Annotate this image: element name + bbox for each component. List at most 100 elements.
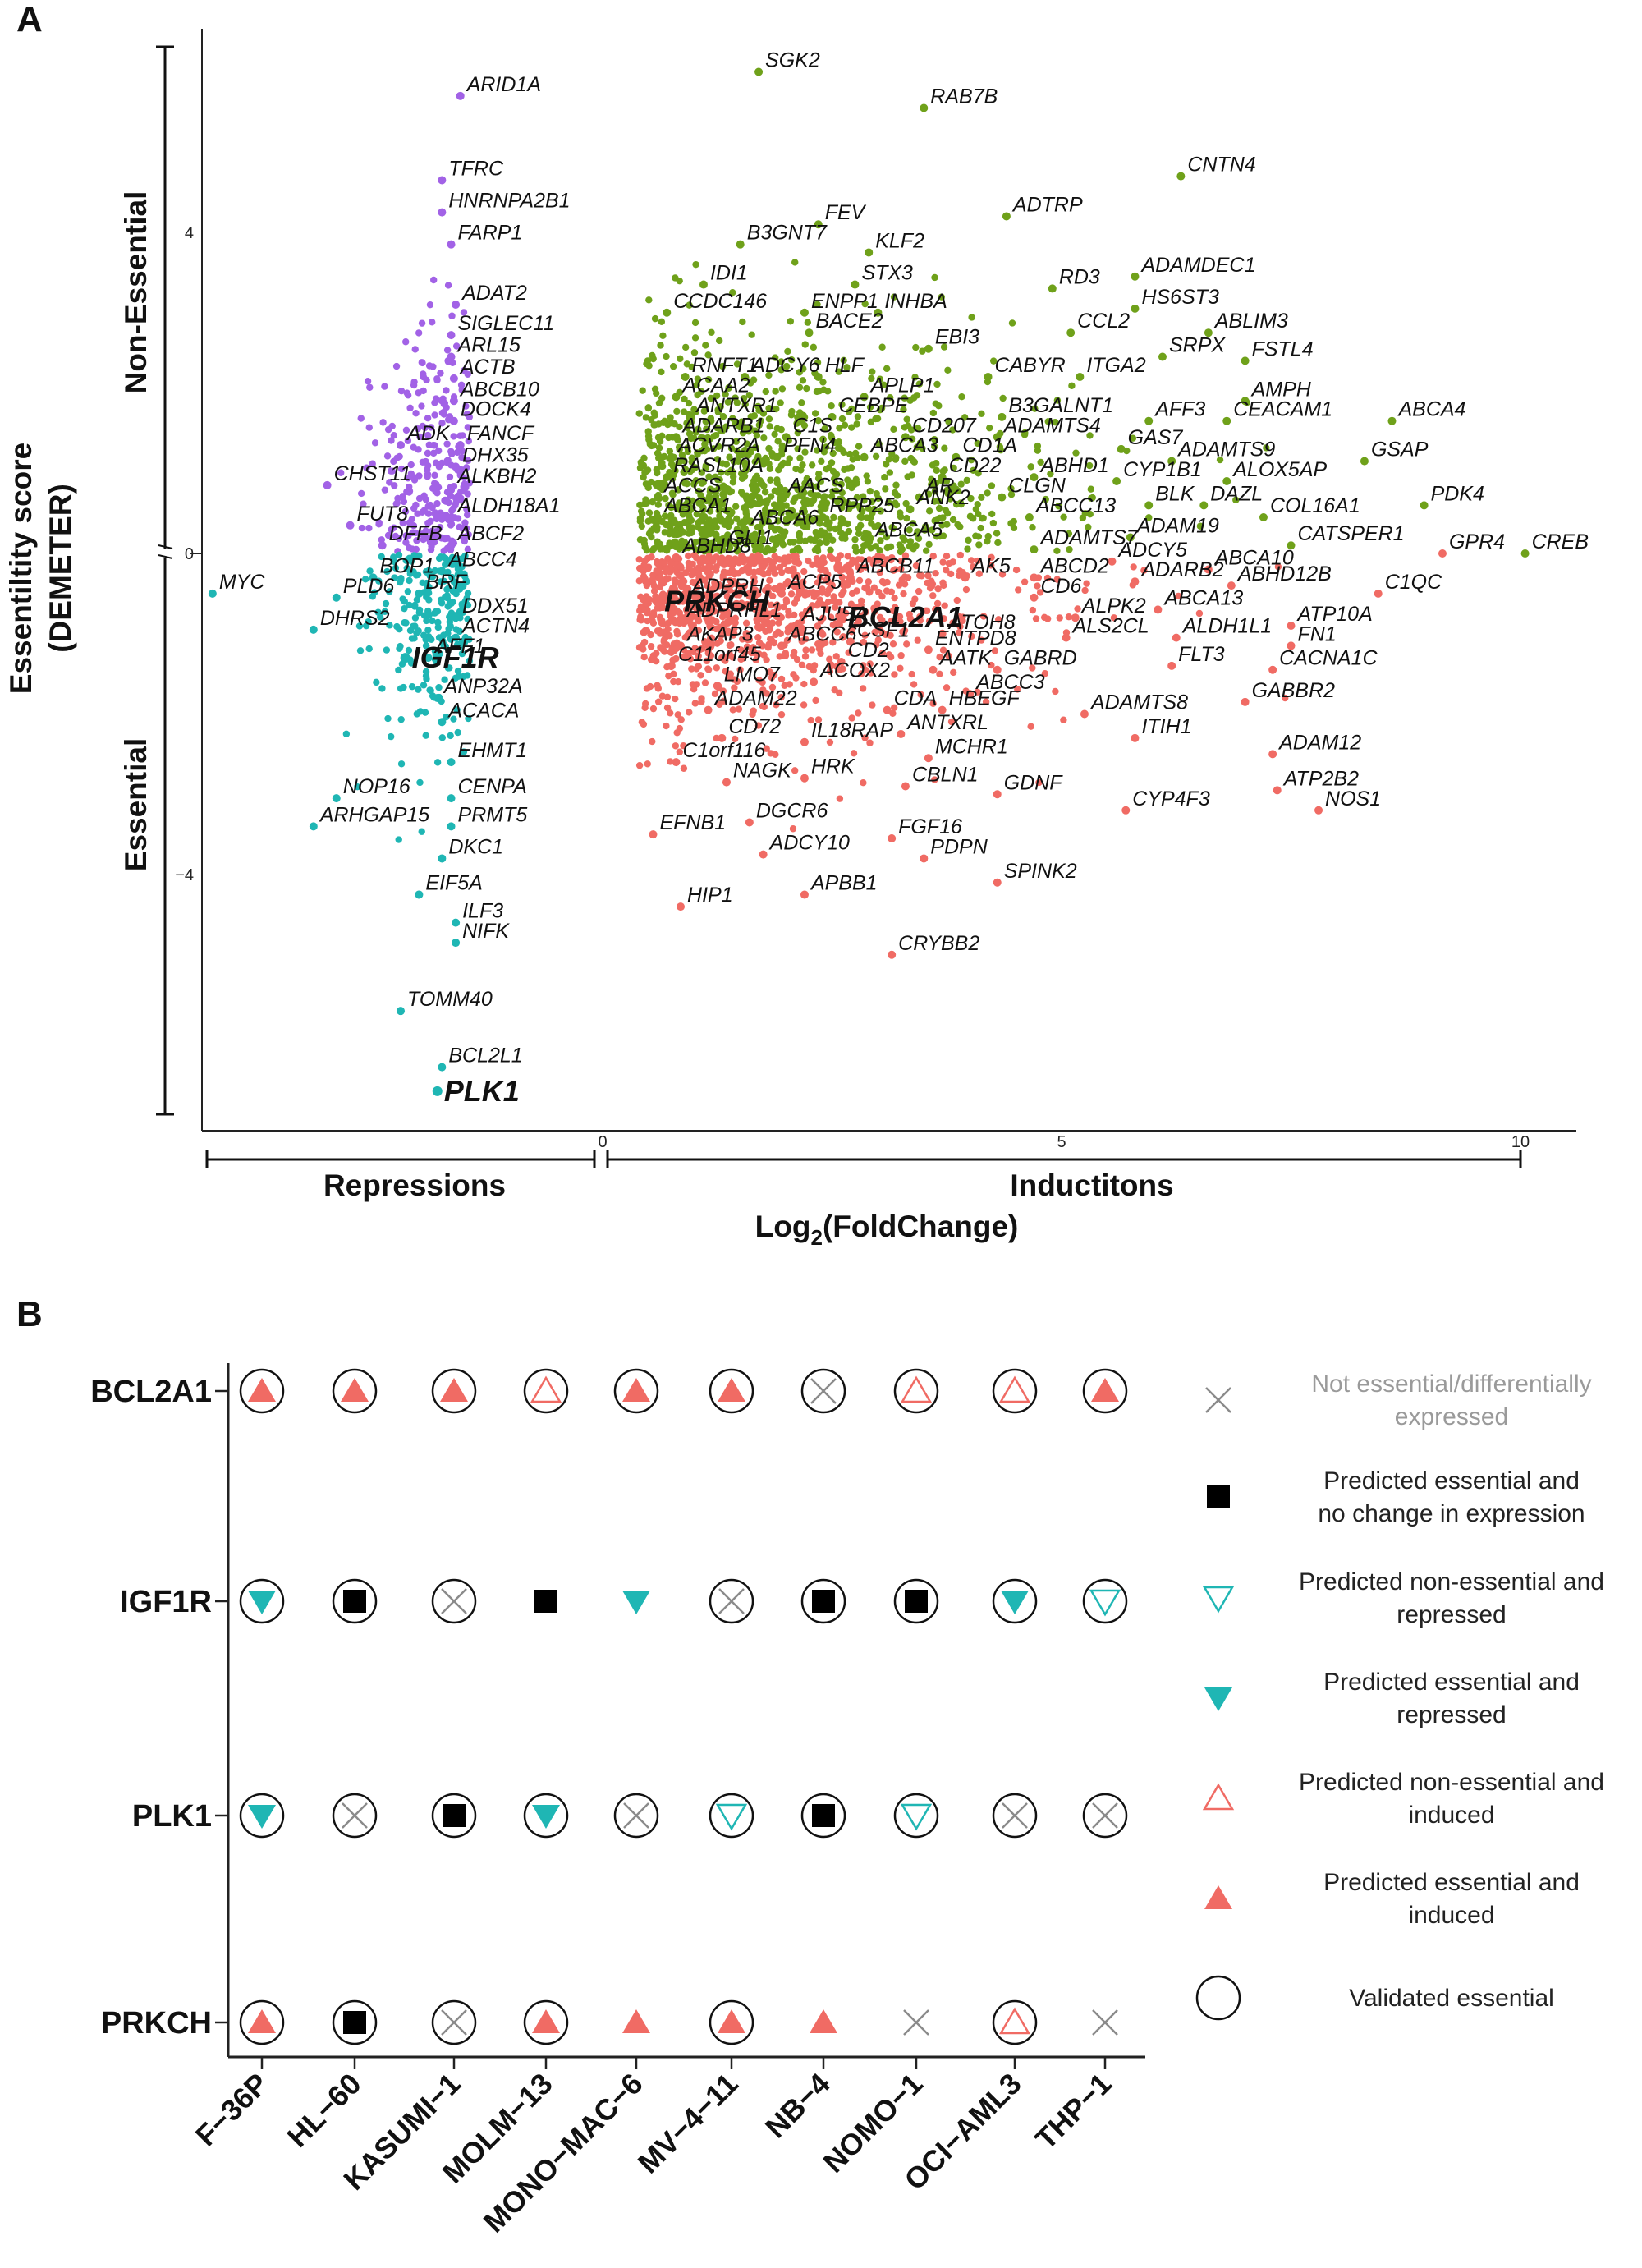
scatter-point xyxy=(733,545,741,553)
gene-point xyxy=(1241,697,1250,706)
gene-point xyxy=(438,1063,447,1072)
scatter-point xyxy=(766,576,773,585)
gene-point xyxy=(433,693,442,702)
scatter-point xyxy=(640,473,647,481)
gene-label: SPINK2 xyxy=(1004,860,1077,883)
scatter-point xyxy=(871,628,878,636)
scatter-point xyxy=(644,617,651,625)
scatter-point xyxy=(749,710,756,719)
scatter-point xyxy=(686,301,693,309)
marker-up-open xyxy=(1202,1783,1235,1811)
scatter-point xyxy=(693,510,700,518)
scatter-point xyxy=(860,638,868,646)
scatter-point xyxy=(968,632,975,640)
scatter-point xyxy=(906,543,914,550)
scatter-point xyxy=(739,429,747,437)
scatter-point xyxy=(785,612,792,619)
scatter-point xyxy=(702,542,710,549)
scatter-point xyxy=(775,619,782,627)
scatter-point xyxy=(765,460,773,468)
scatter-point xyxy=(943,567,950,574)
scatter-point xyxy=(826,655,833,663)
scatter-point xyxy=(801,501,809,508)
scatter-point xyxy=(704,351,712,359)
scatter-point xyxy=(916,613,924,621)
gene-point xyxy=(851,280,860,289)
scatter-point xyxy=(653,481,660,489)
scatter-point xyxy=(713,563,721,571)
scatter-point xyxy=(726,650,733,658)
scatter-point xyxy=(777,506,786,513)
scatter-point xyxy=(931,273,938,282)
scatter-point xyxy=(402,619,410,627)
scatter-point xyxy=(656,438,664,445)
gene-point xyxy=(865,537,874,546)
scatter-point xyxy=(698,469,705,476)
scatter-point xyxy=(1008,319,1016,327)
scatter-point xyxy=(988,562,995,569)
scatter-point xyxy=(1083,580,1090,587)
scatter-point xyxy=(651,314,659,323)
scatter-point xyxy=(1129,434,1137,442)
gene-point xyxy=(1025,513,1034,522)
scatter-point xyxy=(958,393,965,401)
scatter-point xyxy=(796,547,804,554)
scatter-point xyxy=(716,506,724,514)
scatter-point xyxy=(861,584,869,592)
scatter-point xyxy=(821,425,828,433)
scatter-point xyxy=(755,494,763,502)
scatter-point xyxy=(799,485,807,493)
scatter-point xyxy=(1007,491,1016,498)
gene-point xyxy=(438,176,447,185)
scatter-point xyxy=(638,507,645,515)
scatter-point xyxy=(649,576,656,584)
row-gene-label: BCL2A1 xyxy=(90,1375,212,1409)
scatter-point xyxy=(880,381,888,389)
scatter-point xyxy=(717,469,725,476)
gene-point xyxy=(1222,416,1232,425)
gene-label: ALKBH2 xyxy=(456,465,537,488)
gene-label: PFN4 xyxy=(783,434,836,457)
scatter-point xyxy=(794,559,801,567)
scatter-point xyxy=(653,558,661,566)
gene-point xyxy=(1374,589,1383,598)
scatter-point xyxy=(640,461,648,470)
scatter-point xyxy=(415,686,422,693)
scatter-point xyxy=(758,568,765,576)
scatter-point xyxy=(933,479,940,487)
scatter-point xyxy=(900,406,907,414)
scatter-point xyxy=(826,668,834,675)
scatter-point xyxy=(787,318,795,325)
scatter-point xyxy=(853,587,860,595)
scatter-point xyxy=(1055,503,1062,510)
scatter-point xyxy=(968,314,975,321)
scatter-point xyxy=(798,611,806,618)
scatter-point xyxy=(843,364,851,371)
marker-down-open xyxy=(1089,1589,1121,1617)
scatter-point xyxy=(945,652,952,659)
scatter-point xyxy=(654,526,661,534)
scatter-point xyxy=(1074,605,1081,613)
panel-a-label: A xyxy=(16,0,43,39)
gene-label: EIF5A xyxy=(425,871,482,894)
scatter-point xyxy=(747,413,754,420)
legend-item: Predicted non-essential and repressed xyxy=(1202,1568,1604,1628)
scatter-point xyxy=(692,630,700,638)
gene-label: ADAT2 xyxy=(461,282,527,305)
scatter-point xyxy=(420,373,428,381)
highlight-gene-label: PRKCH xyxy=(664,585,770,618)
scatter-point xyxy=(687,434,695,443)
scatter-point xyxy=(970,515,977,522)
scatter-point xyxy=(649,498,656,506)
scatter-point xyxy=(769,564,777,572)
scatter-point xyxy=(773,701,780,709)
scatter-point xyxy=(714,406,722,414)
scatter-point xyxy=(699,479,707,486)
scatter-point xyxy=(702,418,709,425)
scatter-point xyxy=(908,670,915,678)
scatter-point xyxy=(1060,513,1067,521)
scatter-point xyxy=(1065,613,1073,621)
scatter-point xyxy=(671,519,679,526)
marker-down-open xyxy=(715,1803,748,1831)
scatter-point xyxy=(754,633,762,641)
